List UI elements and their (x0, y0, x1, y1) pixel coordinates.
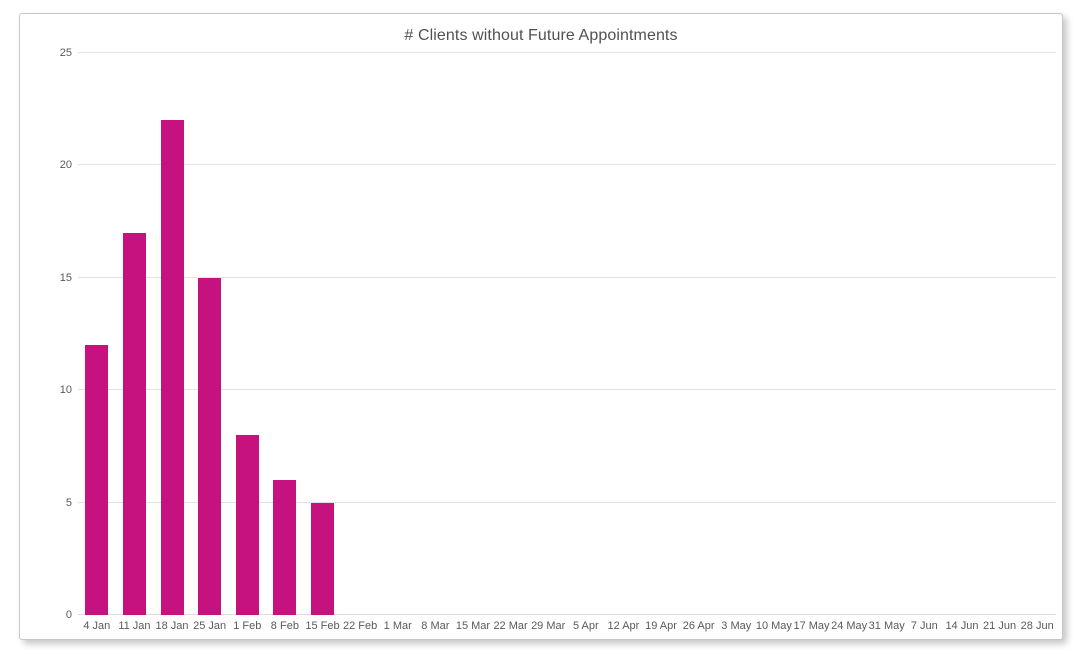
y-axis: 0 5 10 15 20 25 (20, 47, 72, 621)
x-tick-label: 5 Apr (572, 620, 599, 632)
x-axis: 4 Jan 11 Jan 18 Jan 25 Jan 1 Feb 8 Feb 15 Feb 2… (78, 620, 1056, 640)
x-tick-label: 19 Apr (645, 620, 677, 632)
bar-4-jan[interactable] (85, 345, 109, 615)
y-tick-label: 10 (59, 384, 72, 397)
x-tick-label: 8 Mar (421, 620, 450, 632)
x-tick-label: 15 Mar (455, 620, 491, 632)
x-tick-label: 17 May (793, 620, 830, 632)
x-tick-label: 15 Feb (305, 620, 340, 632)
x-tick-label: 22 Mar (493, 620, 528, 632)
x-tick-label: 1 Feb (233, 620, 262, 632)
bar-15-feb[interactable] (311, 502, 334, 615)
x-axis-baseline (78, 614, 1056, 615)
gridline (78, 276, 1056, 278)
x-tick-label: 28 Jun (1020, 620, 1054, 632)
y-tick-label: 5 (65, 496, 72, 509)
x-tick-label: 1 Mar (383, 620, 412, 632)
y-tick-label: 0 (65, 609, 72, 621)
x-tick-label: 24 May (831, 620, 868, 632)
x-tick-label: 12 Apr (607, 620, 640, 632)
x-tick-label: 7 Jun (910, 620, 938, 632)
x-tick-label: 26 Apr (682, 620, 715, 632)
x-tick-label: 22 Feb (342, 620, 378, 632)
x-tick-label: 31 May (868, 620, 905, 632)
chart-title: # Clients without Future Appointments (404, 27, 678, 44)
gridline (78, 164, 1056, 166)
x-tick-label: 10 May (755, 620, 792, 632)
chart-card: # Clients without Future Appointments 0 5… (19, 13, 1063, 640)
gridline (78, 52, 1056, 53)
x-tick-label: 11 Jan (118, 620, 151, 632)
bar-1-feb[interactable] (235, 435, 259, 615)
x-tick-label: 21 Jun (983, 620, 1017, 632)
bar-11-jan[interactable] (122, 232, 146, 615)
y-tick-label: 15 (59, 271, 72, 284)
plot-area (78, 52, 1056, 615)
x-tick-label: 29 Mar (531, 620, 566, 632)
bar-18-jan[interactable] (160, 120, 184, 615)
y-tick-label: 20 (59, 159, 72, 172)
x-tick-label: 8 Feb (270, 620, 299, 632)
y-tick-label: 25 (59, 47, 72, 59)
gridline (78, 501, 1056, 503)
x-tick-label: 18 Jan (155, 620, 189, 632)
bar-8-feb[interactable] (273, 480, 297, 615)
x-tick-label: 14 Jun (945, 620, 979, 632)
gridline (78, 389, 1056, 391)
x-tick-label: 4 Jan (83, 620, 111, 632)
bar-25-jan[interactable] (198, 277, 222, 615)
x-tick-label: 3 May (721, 620, 752, 632)
x-tick-label: 25 Jan (193, 620, 227, 632)
